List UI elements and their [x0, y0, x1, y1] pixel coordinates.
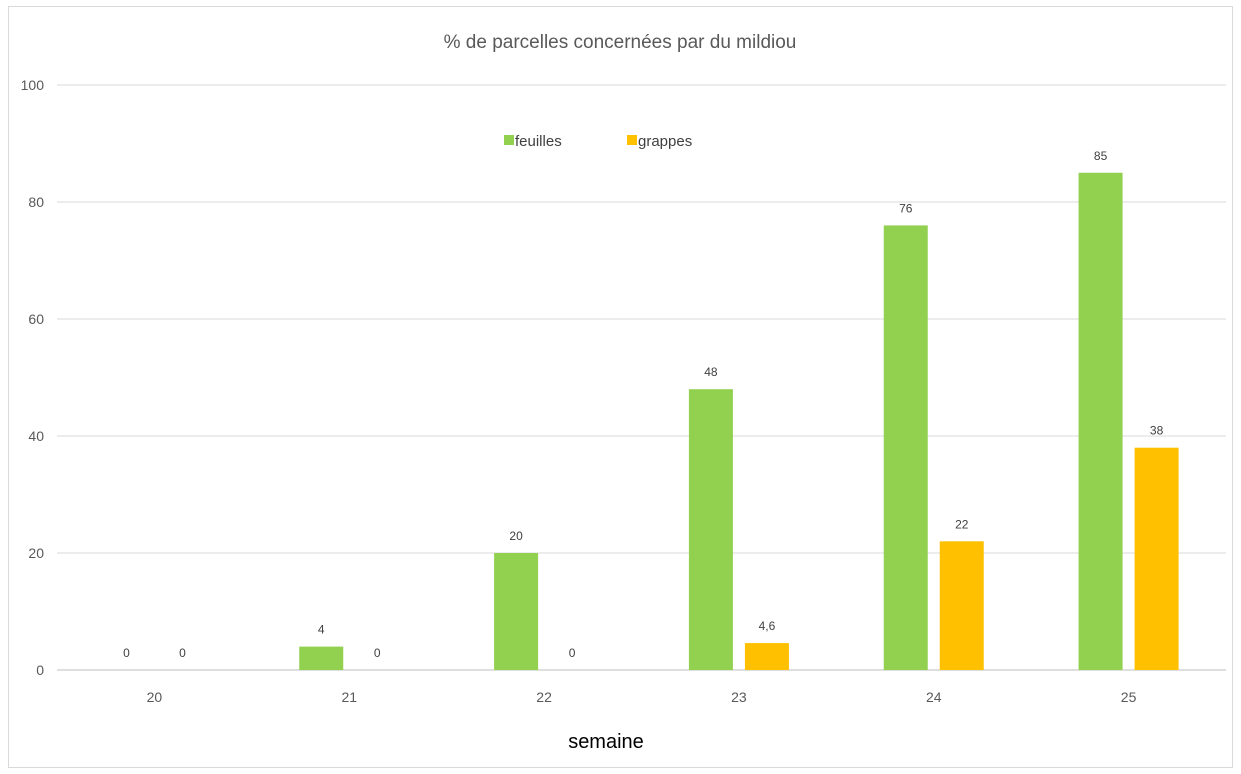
x-tick-label: 25	[1121, 689, 1137, 705]
chart-frame	[8, 6, 1233, 768]
legend-label: feuilles	[515, 133, 562, 150]
x-tick-label: 21	[341, 689, 357, 705]
y-tick-label: 0	[36, 662, 44, 678]
data-label: 48	[704, 365, 718, 379]
data-label: 0	[123, 646, 130, 660]
y-tick-label: 100	[21, 77, 45, 93]
legend-label: grappes	[638, 133, 692, 150]
legend-swatch-grappes	[627, 135, 637, 145]
bar-grappes-25	[1134, 447, 1179, 670]
bar-feuilles-22	[494, 553, 539, 670]
y-tick-label: 20	[28, 545, 44, 561]
data-label: 4,6	[759, 619, 776, 633]
bar-feuilles-24	[883, 225, 928, 670]
x-tick-label: 23	[731, 689, 747, 705]
bar-feuilles-25	[1078, 172, 1123, 670]
x-tick-label: 20	[147, 689, 163, 705]
data-label: 0	[374, 646, 381, 660]
data-label: 20	[509, 529, 523, 543]
data-label: 4	[318, 623, 325, 637]
bar-feuilles-23	[688, 389, 733, 670]
y-tick-label: 60	[28, 311, 44, 327]
gridlines	[57, 84, 1226, 671]
data-label: 85	[1094, 149, 1108, 163]
bar-feuilles-21	[299, 646, 344, 670]
x-tick-label: 24	[926, 689, 942, 705]
bars	[299, 172, 1179, 670]
y-tick-label: 40	[28, 428, 44, 444]
data-label: 0	[179, 646, 186, 660]
data-label: 22	[955, 517, 969, 531]
chart-title: % de parcelles concernées par du mildiou	[444, 32, 797, 53]
data-label: 0	[569, 646, 576, 660]
x-axis: 20 21 22 23 24 25	[147, 689, 1137, 705]
x-tick-label: 22	[536, 689, 552, 705]
legend: feuilles grappes	[504, 133, 692, 150]
y-tick-label: 80	[28, 194, 44, 210]
data-label: 38	[1150, 424, 1164, 438]
legend-swatch-feuilles	[504, 135, 514, 145]
y-axis: 0 20 40 60 80 100	[21, 77, 45, 678]
bar-grappes-24	[939, 541, 984, 670]
x-axis-title: semaine	[568, 731, 644, 753]
data-label: 76	[899, 201, 913, 215]
bar-grappes-23	[744, 643, 789, 670]
